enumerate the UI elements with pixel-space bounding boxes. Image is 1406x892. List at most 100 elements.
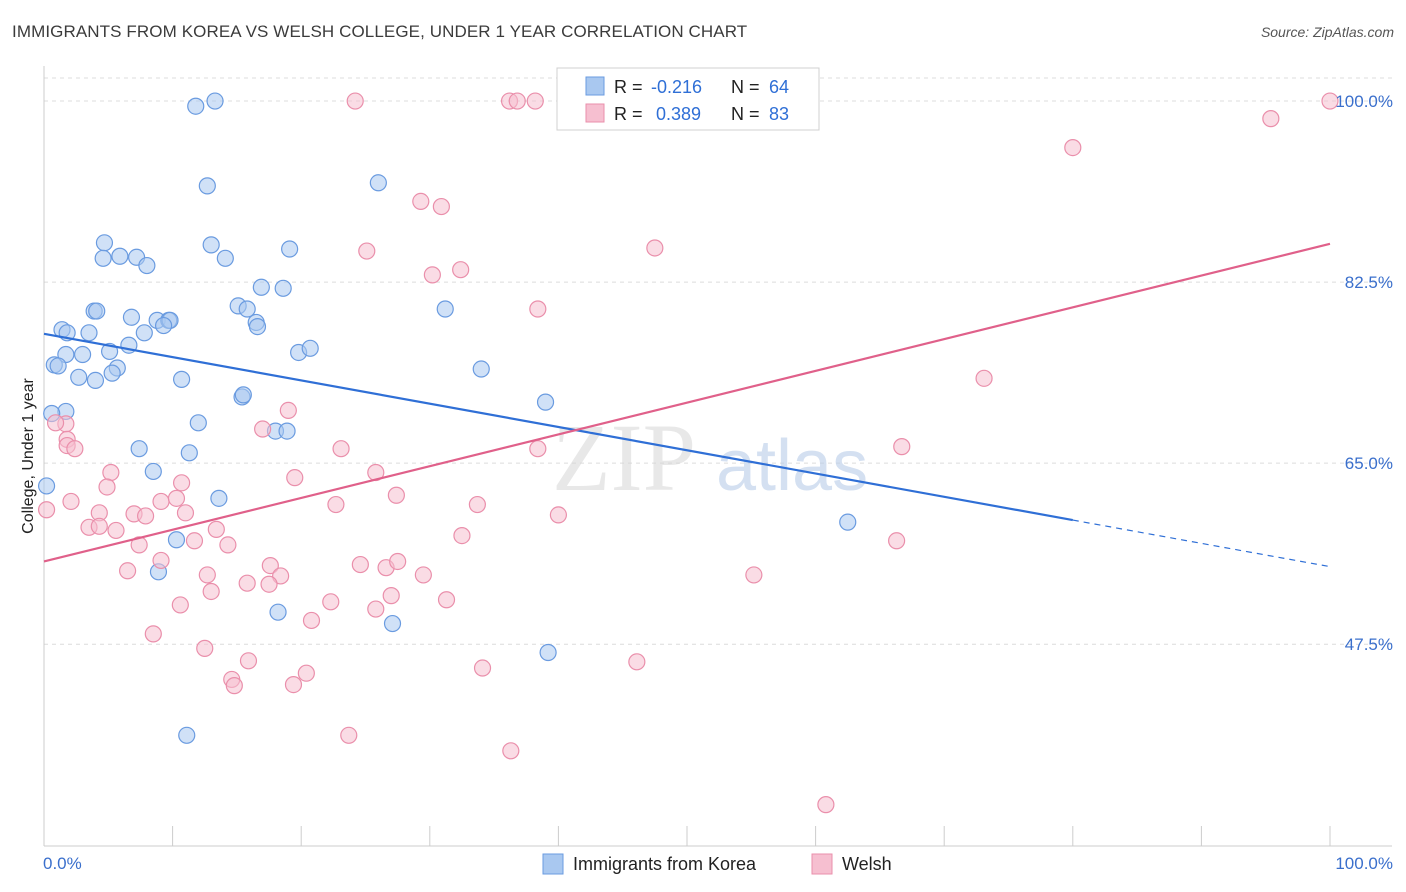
watermark-zip: ZIP — [552, 404, 696, 511]
korea-point — [383, 614, 402, 633]
bottom-legend-label-welsh: Welsh — [842, 854, 892, 874]
welsh-point — [238, 574, 256, 592]
series-welsh — [37, 92, 1339, 814]
gridlines — [44, 77, 1392, 645]
korea-point — [238, 300, 256, 318]
welsh-point — [508, 92, 526, 110]
welsh-point — [340, 726, 358, 744]
korea-point — [234, 386, 252, 404]
welsh-point — [196, 639, 214, 657]
welsh-point — [817, 796, 835, 814]
welsh-point — [526, 92, 544, 110]
y-tick-label: 100.0% — [1335, 92, 1393, 111]
welsh-point — [98, 478, 116, 496]
welsh-point — [1064, 139, 1082, 157]
korea-point — [210, 489, 228, 507]
welsh-point — [745, 566, 763, 584]
welsh-point — [1262, 110, 1280, 128]
welsh-point — [90, 517, 108, 535]
welsh-point — [144, 625, 162, 643]
korea-point — [202, 236, 220, 254]
welsh-point — [37, 501, 56, 519]
welsh-point — [473, 659, 492, 677]
korea-point — [301, 339, 319, 357]
bottom-legend-swatch-welsh — [811, 853, 833, 875]
korea-point — [274, 279, 292, 297]
welsh-point — [284, 675, 303, 694]
welsh-point — [219, 536, 237, 554]
watermark-atlas: atlas — [716, 426, 868, 506]
welsh-point — [207, 520, 225, 538]
welsh-point — [152, 492, 170, 511]
welsh-point — [367, 600, 385, 618]
welsh-point — [225, 677, 243, 695]
y-tick-label: 47.5% — [1345, 635, 1393, 654]
x-tick-label-0: 0.0% — [43, 854, 82, 873]
korea-point — [70, 368, 88, 386]
welsh-point — [529, 300, 547, 318]
welsh-point — [412, 192, 430, 211]
legend-r-label-2: R = — [614, 104, 643, 124]
welsh-point — [66, 440, 84, 458]
korea-point — [839, 513, 857, 531]
korea-point — [206, 92, 224, 110]
welsh-point — [549, 506, 568, 524]
korea-point — [539, 643, 557, 662]
korea-point — [154, 316, 173, 335]
welsh-point — [297, 664, 315, 682]
chart-title: IMMIGRANTS FROM KOREA VS WELSH COLLEGE, … — [12, 22, 748, 41]
welsh-point — [389, 552, 407, 571]
korea-point — [189, 414, 207, 432]
welsh-point — [468, 495, 486, 514]
korea-point — [135, 324, 153, 342]
welsh-point — [414, 566, 432, 584]
welsh-point — [202, 582, 220, 601]
welsh-point — [358, 242, 376, 260]
bottom-legend: Immigrants from Korea Welsh — [542, 853, 892, 875]
welsh-point — [176, 504, 195, 522]
korea-point — [180, 444, 198, 462]
legend-box: R = -0.216 N = 64 R = 0.389 N = 83 — [556, 67, 820, 131]
welsh-point — [423, 266, 441, 284]
welsh-point — [646, 239, 664, 257]
welsh-point — [529, 440, 547, 458]
korea-point — [216, 249, 234, 267]
korea-point — [144, 462, 162, 481]
korea-point — [269, 603, 287, 621]
trend-line-korea-extension — [1072, 519, 1331, 568]
welsh-point — [302, 611, 321, 630]
welsh-point — [173, 474, 191, 492]
welsh-point — [102, 463, 120, 482]
korea-point — [94, 249, 112, 267]
welsh-point — [46, 414, 65, 432]
y-axis-title: College, Under 1 year — [20, 378, 37, 534]
korea-point — [111, 247, 129, 265]
welsh-point — [152, 551, 170, 570]
welsh-point — [261, 557, 279, 575]
legend-r-value-2: 0.389 — [656, 104, 701, 124]
korea-point — [187, 97, 205, 115]
bottom-legend-swatch-korea — [542, 853, 564, 875]
korea-point — [122, 308, 141, 326]
welsh-point — [351, 555, 369, 574]
welsh-point — [185, 532, 204, 550]
welsh-point — [118, 562, 137, 580]
trend-lines — [43, 242, 1331, 568]
series-korea — [37, 92, 857, 744]
welsh-point — [453, 526, 471, 545]
korea-point — [88, 302, 106, 320]
y-tick-labels: 47.5% 65.0% 82.5% 100.0% — [1335, 92, 1393, 654]
korea-point — [167, 531, 186, 549]
legend-swatch-welsh — [585, 103, 605, 123]
legend-n-value-1: 64 — [769, 77, 789, 97]
korea-point — [37, 477, 56, 495]
y-tick-label: 65.0% — [1345, 454, 1393, 473]
welsh-point — [346, 92, 364, 110]
welsh-point — [171, 596, 189, 614]
korea-point — [178, 726, 196, 744]
welsh-point — [437, 591, 456, 609]
korea-point — [278, 422, 296, 440]
korea-point — [252, 278, 270, 296]
legend-r-label-1: R = — [614, 77, 643, 97]
